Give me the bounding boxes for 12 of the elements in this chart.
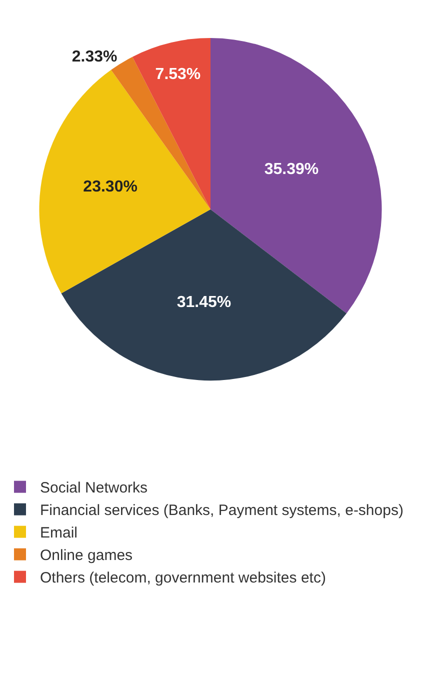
legend-label: Social Networks — [40, 480, 148, 497]
data-label: 35.39% — [264, 160, 319, 178]
legend-label: Others (telecom, government websites etc) — [40, 570, 326, 587]
data-label: 23.30% — [83, 178, 138, 196]
legend-label: Email — [40, 524, 78, 542]
pie-slice — [39, 70, 210, 294]
data-label: 31.45% — [176, 294, 232, 311]
pie-slice — [61, 209, 347, 380]
legend-label: Online games — [40, 547, 133, 564]
legend-label: Financial services (Banks, Payment systems, e-shops) — [40, 502, 404, 520]
data-label: 2.33% — [72, 48, 118, 66]
data-label: 7.53% — [155, 66, 201, 83]
